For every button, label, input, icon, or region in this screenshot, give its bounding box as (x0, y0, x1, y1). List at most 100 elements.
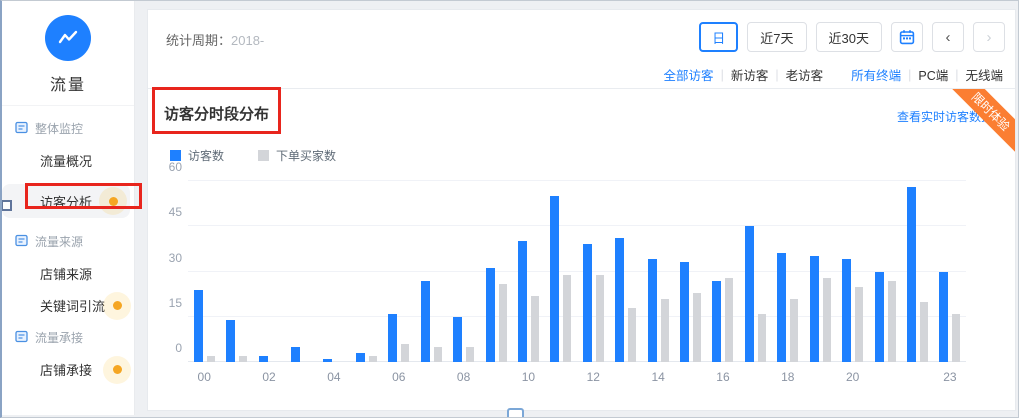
terminal-filter-PC端[interactable]: PC端 (918, 69, 949, 83)
x-axis-label: 10 (521, 370, 536, 384)
limited-time-ribbon[interactable]: 限时体验 (949, 89, 1015, 155)
filter-row: 全部访客 | 新访客 | 老访客 所有终端 | PC端 | 无线端 (664, 65, 1003, 84)
legend-label: 访客数 (188, 149, 225, 163)
sidebar-item-访客分析[interactable]: 访客分析 (2, 184, 130, 218)
bar-下单买家数-21 (887, 280, 896, 362)
sidebar-item-流量概况[interactable]: 流量概况 (2, 146, 134, 175)
filter-separator: | (720, 67, 724, 82)
visitor-filter-老访客[interactable]: 老访客 (785, 69, 824, 83)
hour-group-00: 00 (188, 181, 220, 384)
bar-下单买家数-01 (239, 355, 248, 362)
hour-group-09 (480, 181, 512, 362)
notification-dot (112, 365, 122, 374)
bar-访客数-05 (355, 352, 365, 362)
y-axis-label: 30 (168, 250, 182, 265)
bar-访客数-01 (226, 319, 236, 362)
x-axis-label: 14 (651, 370, 665, 384)
y-axis-label: 45 (168, 205, 182, 220)
bar-访客数-07 (420, 280, 430, 362)
legend-swatch (258, 150, 270, 161)
bar-下单买家数-09 (498, 283, 507, 362)
sidebar-item-label: 流量概况 (40, 154, 93, 169)
bar-访客数-09 (485, 268, 495, 362)
range-button-日[interactable]: 日 (699, 22, 739, 52)
filter-separator: | (775, 67, 779, 82)
sidebar-item-流量来源[interactable]: 流量来源 (2, 227, 134, 256)
hour-group-10: 10 (512, 181, 544, 384)
stat-period: 统计周期：2018- (166, 30, 264, 49)
visitor-filter-全部访客[interactable]: 全部访客 (663, 69, 714, 83)
legend-label: 下单买家数 (276, 149, 337, 163)
bar-下单买家数-07 (433, 346, 442, 362)
bar-访客数-08 (453, 316, 463, 362)
bar-访客数-17 (744, 226, 754, 362)
sidebar-item-label: 店铺来源 (40, 267, 93, 282)
y-axis-label: 60 (168, 160, 182, 174)
doc-icon (15, 121, 28, 137)
terminal-filter-所有终端[interactable]: 所有终端 (851, 69, 902, 83)
sidebar-item-店铺来源[interactable]: 店铺来源 (2, 259, 134, 288)
x-axis-label: 02 (262, 370, 276, 384)
hour-group-14: 14 (642, 181, 674, 384)
main-panel: 统计周期：2018- 日近7天 近30天 ‹ › 全部访客 | 新访客 | 老访客 所有终端 | P… (147, 9, 1016, 417)
bar-下单买家数-06 (401, 343, 410, 362)
bar-下单买家数-18 (790, 298, 799, 362)
legend-item-下单买家数: 下单买家数 (258, 147, 336, 164)
bar-访客数-20 (842, 259, 852, 362)
x-axis-label: 12 (586, 370, 600, 384)
bar-下单买家数-23 (952, 313, 961, 362)
sidebar-menu: 整体监控流量概况访客分析流量来源店铺来源关键词引流流量承接店铺承接 (2, 106, 134, 384)
bar-下单买家数-11 (563, 274, 572, 362)
x-axis-label: 06 (392, 370, 406, 384)
hour-group-22 (901, 181, 933, 362)
hour-group-07 (415, 181, 447, 362)
x-axis-label: 08 (456, 370, 471, 384)
sidebar-app-title: 流量 (49, 77, 86, 94)
bar-下单买家数-05 (368, 355, 377, 362)
bar-访客数-21 (874, 271, 884, 362)
sidebar-item-label: 流量来源 (35, 235, 84, 249)
notification-dot-halo (99, 187, 127, 215)
realtime-data-link[interactable]: 查看实时访客数据 (896, 110, 993, 124)
bar-访客数-00 (193, 289, 203, 362)
bar-访客数-14 (647, 259, 657, 362)
hour-group-16: 16 (707, 181, 739, 384)
traffic-line-chart-icon (45, 15, 91, 61)
bar-下单买家数-17 (757, 313, 766, 362)
calendar-button[interactable] (891, 22, 923, 52)
range-button-近7天[interactable]: 近7天 (747, 22, 807, 52)
bar-chart-plot: 0 15 30 45 60 00 02 04 06 08 10 12 14 16 18 20 23 (169, 160, 966, 384)
chart-title: 访客分时段分布 (164, 106, 270, 123)
hour-group-06: 06 (383, 181, 415, 384)
sidebar-item-label: 整体监控 (35, 122, 84, 136)
pagination-partial[interactable] (507, 408, 524, 417)
bar-下单买家数-14 (660, 298, 669, 362)
prev-day-button[interactable]: ‹ (932, 22, 964, 52)
date-range-controls: 日近7天 近30天 ‹ › (699, 22, 1005, 52)
sidebar-item-流量承接[interactable]: 流量承接 (2, 323, 134, 352)
hour-group-05 (350, 181, 382, 362)
bar-下单买家数-12 (595, 274, 604, 362)
sidebar: 流量 整体监控流量概况访客分析流量来源店铺来源关键词引流流量承接店铺承接 (2, 1, 135, 415)
range-button-近30天[interactable]: 近30天 (815, 22, 882, 52)
x-axis-label: 16 (716, 370, 730, 384)
terminal-filter-无线端[interactable]: 无线端 (965, 69, 1003, 83)
legend-swatch (170, 150, 181, 161)
hour-group-17 (739, 181, 771, 362)
gridline-45 (188, 225, 966, 227)
sidebar-item-整体监控[interactable]: 整体监控 (2, 114, 134, 143)
sidebar-item-关键词引流[interactable]: 关键词引流 (2, 291, 134, 320)
visitor-filter-新访客[interactable]: 新访客 (730, 69, 769, 83)
bar-访客数-23 (939, 271, 949, 362)
next-day-button[interactable]: › (973, 22, 1005, 52)
gridline-0 (188, 361, 966, 362)
x-axis-label: 18 (781, 370, 795, 384)
bar-访客数-06 (388, 313, 398, 362)
hour-group-13 (609, 181, 641, 362)
hour-group-08: 08 (447, 181, 479, 384)
stat-period-value: 2018- (231, 33, 265, 48)
y-axis-label: 15 (168, 295, 182, 310)
chart-legend: 访客数 下单买家数 (170, 147, 336, 164)
sidebar-item-店铺承接[interactable]: 店铺承接 (2, 355, 134, 384)
